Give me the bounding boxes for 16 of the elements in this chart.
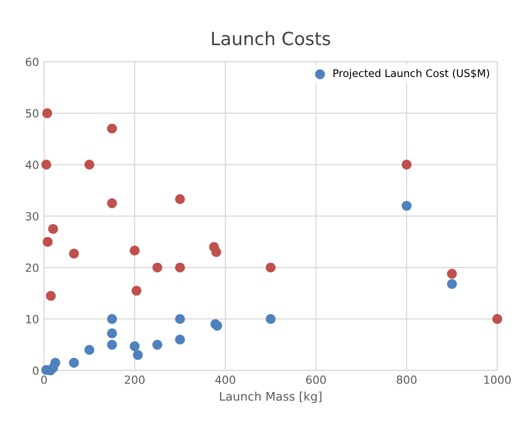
- y-tick-label: 60: [26, 58, 38, 66]
- x-tick-label: 200: [124, 375, 145, 384]
- x-tick-label: 800: [396, 375, 416, 384]
- x-tick-label: 0: [41, 375, 47, 384]
- y-tick-label: 50: [26, 109, 38, 118]
- y-tick-label: 40: [26, 160, 38, 170]
- y-tick-label: 0: [32, 366, 38, 375]
- y-tick-label: 30: [26, 212, 38, 220]
- x-axis-title: Launch Mass [kg]: [220, 392, 322, 404]
- x-tick-label: 600: [306, 375, 326, 384]
- legend-label: Projected Launch Cost (US$M): [334, 69, 490, 80]
- x-tick-label: 1000: [484, 375, 511, 384]
- y-tick-label: 20: [26, 264, 38, 272]
- y-tick-label: 10: [26, 314, 38, 324]
- chart-title: Launch Costs: [212, 31, 330, 46]
- x-tick-label: 400: [215, 375, 236, 384]
